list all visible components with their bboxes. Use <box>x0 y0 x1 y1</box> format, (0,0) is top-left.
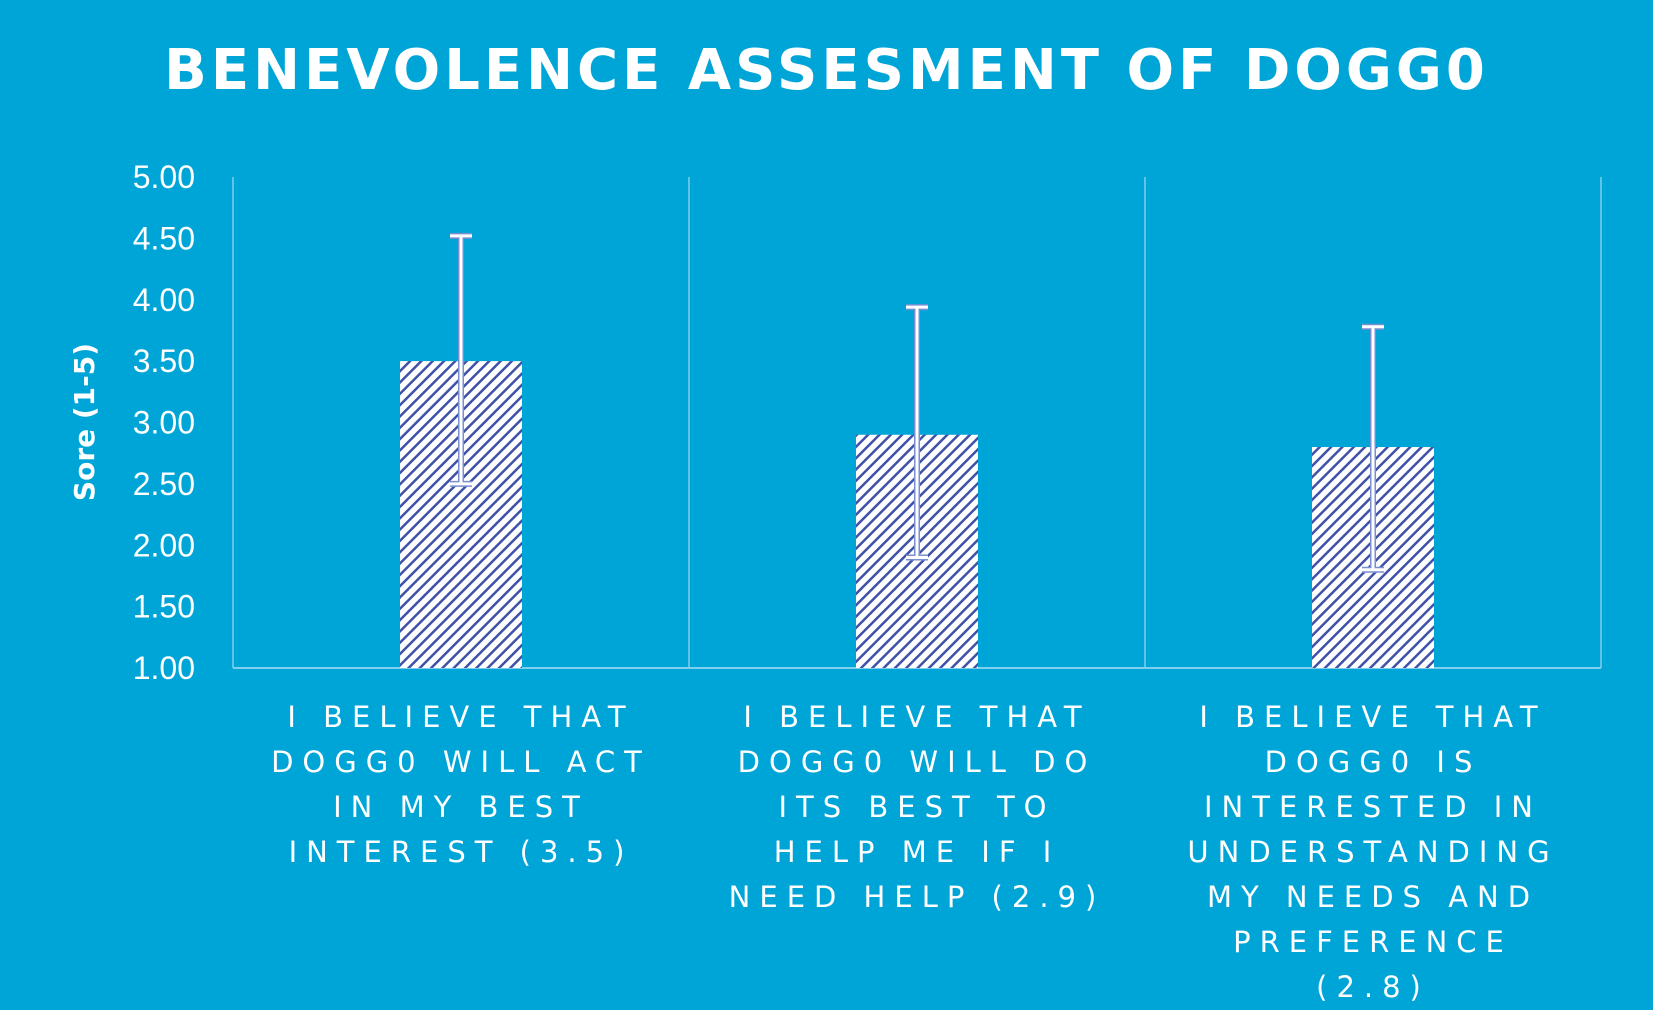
y-tick-label: 2.00 <box>133 527 195 563</box>
y-tick-label: 5.00 <box>133 159 195 195</box>
y-axis-label: Sore (1-5) <box>68 343 101 501</box>
y-tick-label: 4.50 <box>133 220 195 256</box>
x-tick-label: I BELIEVE THAT DOGG0 WILL ACT IN MY BEST… <box>271 700 651 869</box>
y-axis-ticks: 1.00 1.50 2.00 2.50 3.00 3.50 4.00 4.50 5.00 <box>133 159 195 686</box>
y-tick-label: 3.00 <box>133 405 195 441</box>
y-tick-label: 4.00 <box>133 282 195 318</box>
chart-title: BENEVOLENCE ASSESMENT OF DOGG0 <box>164 38 1489 103</box>
y-tick-label: 1.50 <box>133 589 195 625</box>
y-tick-label: 1.00 <box>133 650 195 686</box>
x-tick-label: I BELIEVE THAT DOGG0 WILL DO ITS BEST TO… <box>728 700 1106 914</box>
error-bar <box>450 232 472 487</box>
error-bar <box>1362 323 1384 573</box>
x-tick-label: I BELIEVE THAT DOGG0 IS INTERESTED IN UN… <box>1187 700 1559 1004</box>
error-bars <box>450 232 1384 573</box>
y-tick-label: 3.50 <box>133 343 195 379</box>
y-tick-label: 2.50 <box>133 466 195 502</box>
error-bar <box>906 304 928 561</box>
